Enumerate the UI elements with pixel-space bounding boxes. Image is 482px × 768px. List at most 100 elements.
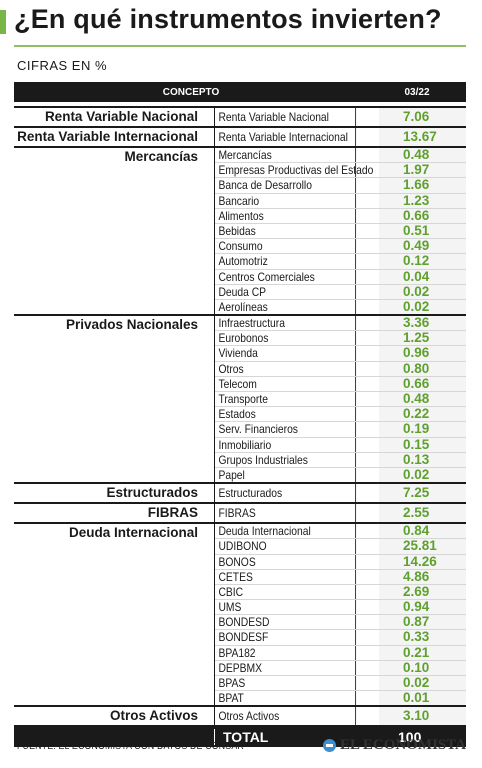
instrument-name: BONOS [215, 554, 357, 569]
instrument-name: Vivienda [215, 346, 357, 361]
table-row: Deuda CP 0.02 [215, 283, 466, 299]
concept-header: CONCEPTO [162, 86, 220, 98]
instrument-name: Estados [215, 407, 357, 422]
instrument-value: 0.96 [379, 346, 466, 361]
instrument-value: 25.81 [379, 539, 466, 554]
instrument-name: UDIBONO [215, 539, 357, 554]
table-row: Bancario 1.23 [215, 192, 466, 208]
instrument-name: Renta Variable Nacional [215, 108, 357, 126]
instrument-value: 4.86 [379, 569, 466, 584]
table-row: Vivienda 0.96 [215, 345, 466, 361]
instrument-name: Empresas Productivas del Estado [215, 163, 373, 178]
table-row: Infraestructura 3.36 [215, 315, 466, 331]
group-items: FIBRAS 2.55 [214, 504, 466, 523]
group-name: FIBRAS [147, 505, 198, 521]
instrument-name: Otros [215, 361, 357, 376]
instrument-name: CBIC [215, 584, 357, 600]
instrument-name: Banca de Desarrollo [215, 178, 357, 193]
group-items: Otros Activos 3.10 [214, 707, 466, 726]
instrument-name: Estructurados [215, 484, 357, 503]
table-row: Consumo 0.49 [215, 238, 466, 254]
instrument-value: 0.22 [379, 406, 466, 422]
instrument-value: 0.48 [379, 391, 466, 407]
instrument-name: Eurobonos [215, 331, 357, 346]
table-group: Otros Activos Otros Activos 3.10 [14, 707, 466, 728]
instrument-value: 0.87 [379, 615, 466, 630]
instrument-name: Transporte [215, 392, 357, 407]
table-row: CETES 4.86 [215, 568, 466, 584]
table-row: Papel 0.02 [215, 466, 466, 483]
instrument-name: Otros Activos [215, 707, 357, 726]
table-row: Renta Variable Internacional 13.67 [215, 128, 466, 146]
instrument-value: 0.21 [379, 645, 466, 660]
table-row: Deuda Internacional 0.84 [215, 523, 466, 539]
instrument-value: 13.67 [379, 128, 466, 146]
instrument-value: 0.02 [379, 675, 466, 691]
table-row: Renta Variable Nacional 7.06 [215, 108, 466, 126]
table-row: Estructurados 7.25 [215, 484, 466, 503]
table-row: UMS 0.94 [215, 599, 466, 615]
instrument-name: BONDESD [215, 615, 357, 630]
table-row: Grupos Industriales 0.13 [215, 451, 466, 467]
group-name: Renta Variable Internacional [17, 129, 198, 144]
instrument-name: BONDESF [215, 630, 357, 645]
instrument-name: Grupos Industriales [215, 452, 357, 467]
group-name: Mercancías [124, 149, 198, 164]
instrument-name: CETES [215, 569, 357, 584]
instrument-value: 2.55 [379, 504, 466, 523]
title-accent-bar [0, 10, 6, 34]
instrument-name: Infraestructura [215, 316, 357, 331]
instrument-value: 0.02 [379, 467, 466, 483]
instrument-value: 0.66 [379, 208, 466, 223]
table-row: Transporte 0.48 [215, 391, 466, 407]
table-group: Estructurados Estructurados 7.25 [14, 484, 466, 505]
group-items: Deuda Internacional 0.84 UDIBONO 25.81 BONOS… [214, 523, 466, 706]
table-row: CBIC 2.69 [215, 583, 466, 600]
instrument-name: BPAS [215, 676, 357, 691]
table-row: Inmobiliario 0.15 [215, 436, 466, 452]
instrument-name: Centros Comerciales [215, 269, 357, 284]
source-note: FUENTE: EL ECONOMISTA CON DATOS DE CONSA… [17, 741, 244, 752]
table-row: DEPBMX 0.10 [215, 659, 466, 675]
table-row: Telecom 0.66 [215, 375, 466, 391]
table-row: Aerolíneas 0.02 [215, 298, 466, 315]
instrument-value: 2.69 [379, 584, 466, 600]
instrument-name: DEPBMX [215, 660, 357, 675]
instrument-name: Aerolíneas [215, 299, 357, 315]
table-group: Mercancías Mercancías 0.48 Empresas Product… [14, 147, 466, 317]
table-row: Automotriz 0.12 [215, 253, 466, 269]
title-rule [14, 45, 466, 47]
brand-mark-icon [323, 739, 336, 752]
group-items: Mercancías 0.48 Empresas Productivas del E… [214, 147, 466, 315]
instrument-name: Deuda CP [215, 284, 357, 299]
instrument-value: 0.94 [379, 599, 466, 615]
group-name: Renta Variable Nacional [44, 109, 198, 124]
table-body: Renta Variable Nacional Renta Variable Na… [14, 106, 466, 728]
instrument-name: Serv. Financieros [215, 422, 357, 437]
table-row: Otros Activos 3.10 [215, 707, 466, 726]
table-row: BONDESD 0.87 [215, 614, 466, 630]
instrument-name: Inmobiliario [215, 437, 357, 452]
table-group: Renta Variable Internacional Renta Variab… [14, 128, 466, 148]
group-name: Estructurados [106, 485, 198, 501]
table-row: Alimentos 0.66 [215, 207, 466, 223]
brand-logo: EL ECONOMISTA [323, 737, 466, 754]
instrument-name: UMS [215, 600, 357, 615]
total-label: TOTAL [214, 729, 378, 746]
group-name: Deuda Internacional [68, 525, 198, 541]
table-row: BPA182 0.21 [215, 644, 466, 660]
table-row: Serv. Financieros 0.19 [215, 421, 466, 437]
instrument-name: BPAT [215, 691, 357, 706]
instrument-value: 0.02 [379, 299, 466, 315]
instrument-name: FIBRAS [215, 504, 357, 523]
instrument-value: 7.25 [379, 484, 466, 503]
instrument-value: 1.97 [379, 162, 466, 178]
instrument-value: 0.80 [379, 361, 466, 376]
investment-table: CONCEPTO 03/22 Renta Variable Nacional Re… [14, 82, 466, 748]
table-row: Estados 0.22 [215, 406, 466, 422]
instrument-name: Bancario [215, 193, 357, 208]
instrument-value: 0.66 [379, 376, 466, 391]
instrument-value: 0.13 [379, 452, 466, 467]
instrument-name: BPA182 [215, 645, 357, 660]
instrument-value: 0.19 [379, 422, 466, 437]
